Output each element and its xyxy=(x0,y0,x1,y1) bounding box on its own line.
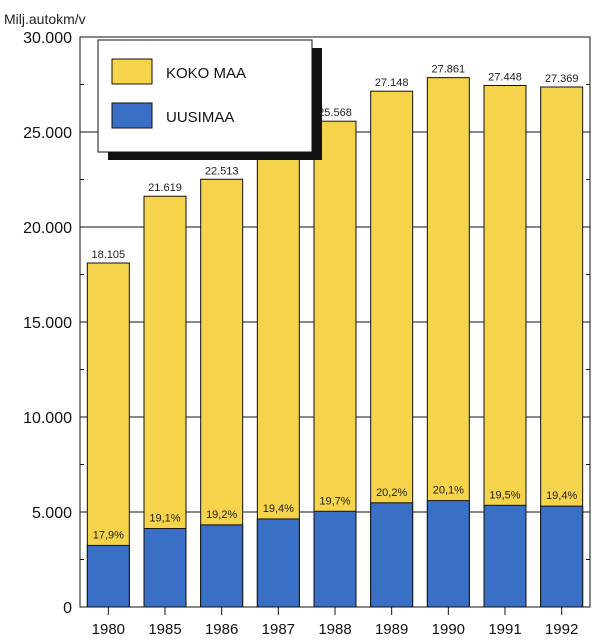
share-label-1992: 19,4% xyxy=(546,490,577,502)
share-label-1986: 19,2% xyxy=(206,509,237,521)
total-label-1980: 18.105 xyxy=(92,249,126,261)
bar-uusimaa-1990 xyxy=(426,500,470,608)
x-tick-label-1989: 1989 xyxy=(375,621,408,638)
y-tick-label: 30.000 xyxy=(23,30,72,47)
y-tick-label: 5.000 xyxy=(32,505,72,522)
y-axis-label: Milj.autokm/v xyxy=(4,11,86,27)
bar-uusimaa-1988 xyxy=(313,510,357,608)
share-label-1980: 17,9% xyxy=(93,529,124,541)
y-axis: 0 5.000 10.000 15.000 20.000 25.000 30.000 xyxy=(23,30,590,617)
total-label-1989: 27.148 xyxy=(375,77,409,89)
bar-uusimaa-1980 xyxy=(86,544,130,608)
bar-uusimaa-1992 xyxy=(540,505,584,608)
legend: KOKO MAA UUSIMAA xyxy=(97,39,322,160)
y-tick-label: 0 xyxy=(63,600,72,617)
x-tick-label-1990: 1990 xyxy=(432,621,465,638)
bars xyxy=(86,77,584,608)
x-tick-label-1985: 1985 xyxy=(148,621,181,638)
x-tick-label-1987: 1987 xyxy=(262,621,295,638)
share-label-1989: 20,2% xyxy=(376,487,407,499)
share-label-1987: 19,4% xyxy=(263,503,294,515)
total-label-1986: 22.513 xyxy=(205,165,239,177)
legend-box xyxy=(97,39,313,153)
total-label-1990: 27.861 xyxy=(432,64,466,76)
share-label-1990: 20,1% xyxy=(433,485,464,497)
y-tick-label: 10.000 xyxy=(23,410,72,427)
bar-uusimaa-1989 xyxy=(370,502,414,608)
x-axis: 1980 1985 1986 1987 1988 1989 1990 1991 1992 xyxy=(92,607,578,638)
legend-label-uusimaa: UUSIMAA xyxy=(166,109,234,126)
x-tick-label-1992: 1992 xyxy=(545,621,578,638)
total-label-1992: 27.369 xyxy=(545,73,579,85)
share-label-1988: 19,7% xyxy=(319,495,350,507)
x-tick-label-1986: 1986 xyxy=(205,621,238,638)
total-label-1988: 25.568 xyxy=(318,107,352,119)
y-tick-label: 15.000 xyxy=(23,315,72,332)
x-tick-label-1991: 1991 xyxy=(488,621,521,638)
legend-swatch-uusimaa xyxy=(111,102,153,129)
data-labels: 18.10517,9%21.61919,1%22.51319,2%23.8851… xyxy=(92,64,579,542)
bar-uusimaa-1985 xyxy=(143,528,187,608)
total-label-1985: 21.619 xyxy=(148,182,182,194)
bar-uusimaa-1991 xyxy=(483,504,527,608)
share-label-1991: 19,5% xyxy=(489,489,520,501)
x-tick-label-1980: 1980 xyxy=(92,621,125,638)
y-tick-label: 20.000 xyxy=(23,220,72,237)
legend-swatch-koko-maa xyxy=(111,58,153,85)
x-tick-label-1988: 1988 xyxy=(318,621,351,638)
y-tick-label: 25.000 xyxy=(23,125,72,142)
legend-label-koko-maa: KOKO MAA xyxy=(166,65,246,82)
bar-uusimaa-1987 xyxy=(256,518,300,608)
total-label-1991: 27.448 xyxy=(488,71,522,83)
bar-uusimaa-1986 xyxy=(200,524,244,608)
share-label-1985: 19,1% xyxy=(149,513,180,525)
